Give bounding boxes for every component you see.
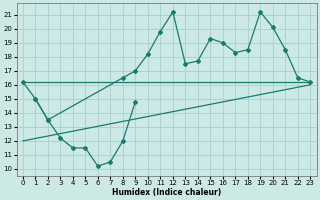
X-axis label: Humidex (Indice chaleur): Humidex (Indice chaleur) [112, 188, 221, 197]
